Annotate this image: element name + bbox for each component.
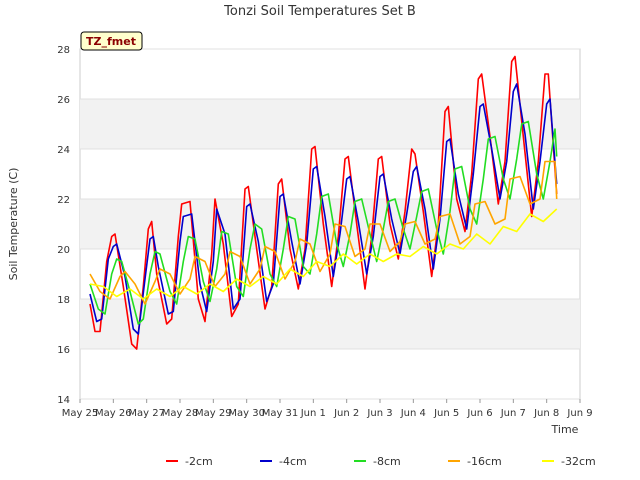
x-tick-label: May 27 [128, 408, 165, 419]
legend-label: -8cm [373, 455, 401, 468]
y-tick-label: 20 [57, 245, 70, 256]
legend: -2cm -4cm -8cm -16cm -32cm [166, 455, 596, 468]
tag-label: TZ_fmet [86, 35, 136, 48]
legend-label: -4cm [279, 455, 307, 468]
series-line-8cm [89, 120, 558, 325]
x-tick-label: Jun 4 [400, 408, 426, 419]
legend-label: -2cm [185, 455, 213, 468]
plot-band [80, 99, 580, 149]
y-tick-label: 14 [57, 395, 70, 406]
y-tick-label: 16 [57, 345, 70, 356]
x-tick-label: May 26 [95, 408, 132, 419]
y-axis-label: Soil Temperature (C) [7, 168, 20, 281]
x-tick-label: Jun 3 [366, 408, 392, 419]
x-axis-label: Time [551, 423, 579, 436]
tag-box [80, 31, 143, 51]
y-tick-label: 28 [57, 45, 70, 56]
y-tick-label: 18 [57, 295, 70, 306]
plot-band [80, 299, 580, 349]
y-tick-label: 24 [57, 145, 70, 156]
series-line-4cm [89, 83, 558, 335]
x-tick-label: Jun 7 [500, 408, 526, 419]
x-tick-label: May 31 [262, 408, 299, 419]
x-tick-label: Jun 8 [533, 408, 559, 419]
x-tick-label: Jun 9 [566, 408, 592, 419]
x-tick-label: Jun 5 [433, 408, 459, 419]
series-layer [89, 55, 558, 350]
x-tick-label: May 30 [228, 408, 265, 419]
tz-fmet-tag: TZ_fmet [80, 31, 143, 51]
x-tick-label: Jun 2 [333, 408, 359, 419]
x-tick-label: Jun 1 [300, 408, 326, 419]
x-tick-label: May 29 [195, 408, 232, 419]
series-line-32cm [89, 208, 558, 300]
y-axis: 14 16 18 20 22 24 26 28 [57, 45, 70, 406]
x-tick-label: Jun 6 [466, 408, 492, 419]
y-tick-label: 26 [57, 95, 70, 106]
legend-label: -16cm [467, 455, 502, 468]
x-tick-label: May 25 [62, 408, 99, 419]
plot-background [79, 48, 581, 400]
series-line-2cm [89, 55, 558, 350]
y-tick-label: 22 [57, 195, 70, 206]
series-line-16cm [89, 160, 558, 305]
legend-label: -32cm [561, 455, 596, 468]
x-tick-label: May 28 [162, 408, 199, 419]
chart-title: Tonzi Soil Temperatures Set B [223, 4, 416, 19]
